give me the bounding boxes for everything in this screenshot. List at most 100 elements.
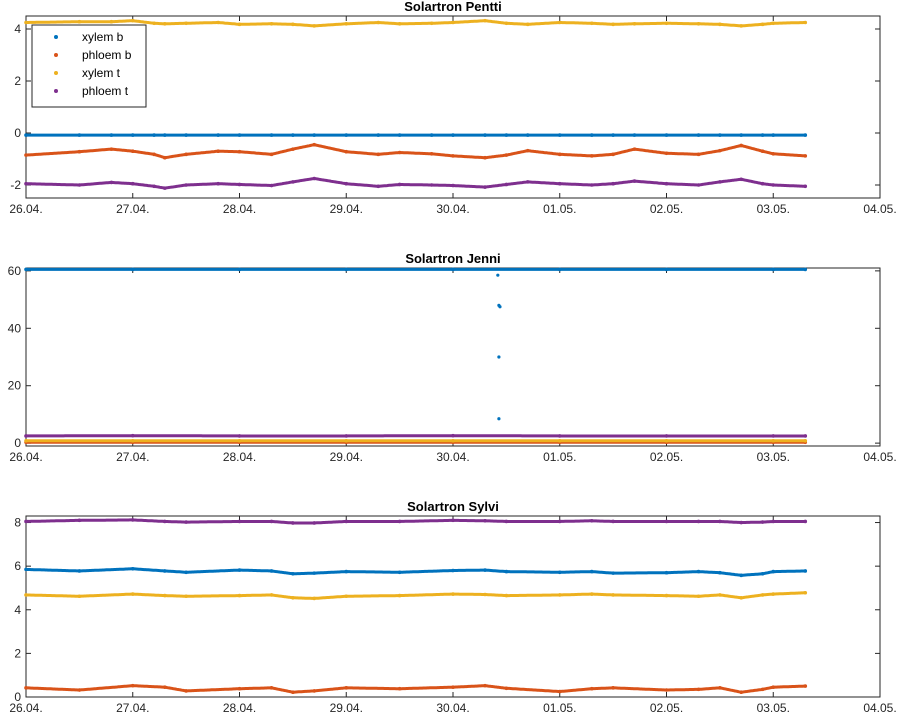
axes-box	[25, 267, 881, 447]
data-point	[344, 686, 349, 690]
x-tick-label: 04.05.	[863, 701, 896, 715]
data-point	[269, 152, 274, 157]
x-tick-label: 04.05.	[863, 450, 896, 464]
data-point	[696, 183, 701, 187]
x-tick-label: 02.05.	[650, 450, 683, 464]
x-tick-label: 26.04.	[9, 450, 42, 464]
y-tick-label: 40	[8, 321, 22, 335]
x-tick-label: 01.05.	[543, 202, 576, 216]
data-point	[291, 571, 295, 576]
data-point	[312, 133, 317, 137]
data-point	[504, 21, 509, 26]
data-point	[162, 186, 167, 190]
legend-label: phloem t	[82, 84, 129, 98]
data-point	[162, 133, 167, 137]
data-point	[397, 593, 402, 598]
data-point	[696, 519, 701, 524]
legend-marker	[54, 71, 58, 75]
data-point	[216, 133, 220, 137]
data-point	[557, 133, 562, 137]
data-point	[611, 571, 615, 575]
data-point	[504, 569, 509, 574]
data-point	[184, 689, 188, 693]
data-point	[451, 518, 455, 523]
data-point	[483, 683, 487, 688]
data-point	[589, 183, 594, 187]
data-point	[760, 520, 765, 524]
data-point	[184, 183, 188, 187]
series-phloem-b	[24, 142, 808, 160]
data-point	[24, 181, 28, 186]
data-point	[130, 181, 135, 186]
data-point	[24, 593, 28, 597]
data-point	[771, 685, 776, 689]
data-point	[269, 133, 274, 137]
data-point	[109, 19, 114, 24]
data-point	[184, 152, 188, 157]
data-point	[760, 571, 765, 576]
data-point	[611, 22, 615, 27]
outlier-point	[497, 417, 501, 421]
x-tick-label: 30.04.	[436, 450, 469, 464]
data-point	[344, 22, 349, 26]
data-point	[130, 592, 135, 596]
data-point	[451, 20, 455, 25]
x-tick-label: 03.05.	[757, 202, 790, 216]
data-point	[525, 133, 530, 137]
data-point	[237, 267, 242, 272]
series-xylem-t	[24, 18, 808, 28]
x-tick-label: 29.04.	[330, 202, 363, 216]
legend-marker	[54, 53, 58, 57]
data-point	[557, 570, 562, 575]
legend-label: xylem t	[82, 66, 121, 80]
legend: xylem b phloem b xylem t phloem t	[31, 24, 147, 108]
data-point	[291, 180, 295, 184]
data-point	[760, 22, 765, 27]
data-point	[718, 593, 722, 597]
x-tick-label: 02.05.	[650, 701, 683, 715]
x-tick-label: 29.04.	[330, 450, 363, 464]
data-point	[237, 182, 242, 187]
data-point	[739, 595, 744, 600]
data-point	[109, 180, 114, 185]
data-point	[24, 20, 28, 25]
data-point	[557, 267, 562, 272]
chart-title: Solartron Jenni	[405, 251, 500, 266]
data-point	[557, 434, 562, 438]
x-tick-label: 03.05.	[757, 701, 790, 715]
data-point	[632, 179, 637, 183]
x-tick-label: 02.05.	[650, 202, 683, 216]
data-point	[739, 520, 744, 525]
data-point	[162, 22, 167, 26]
data-point	[344, 133, 349, 137]
data-point	[504, 153, 509, 157]
chart-1: Solartron Pentti 26.04. 27.04. 28.04. 29.04.…	[9, 0, 896, 216]
data-point	[483, 592, 487, 597]
data-point	[696, 22, 701, 26]
data-point	[718, 133, 722, 137]
data-point	[397, 22, 402, 26]
data-point	[344, 434, 349, 438]
data-point	[803, 434, 808, 438]
data-point	[130, 18, 135, 23]
y-tick-label: 0	[14, 690, 21, 704]
data-point	[803, 133, 808, 137]
data-point	[269, 593, 274, 597]
x-tick-label: 29.04.	[330, 701, 363, 715]
data-point	[344, 181, 349, 186]
data-point	[483, 155, 487, 160]
y-tick-label: 4	[14, 22, 21, 36]
data-point	[718, 570, 722, 575]
series-phloem-t	[24, 176, 808, 190]
data-point	[760, 687, 765, 692]
data-point	[237, 434, 242, 438]
data-point	[696, 687, 701, 692]
data-point	[269, 183, 274, 188]
data-point	[397, 519, 402, 524]
data-point	[376, 20, 381, 25]
data-point	[162, 155, 167, 160]
data-point	[24, 267, 28, 272]
data-point	[739, 177, 744, 182]
data-point	[803, 590, 808, 595]
data-point	[24, 434, 28, 438]
